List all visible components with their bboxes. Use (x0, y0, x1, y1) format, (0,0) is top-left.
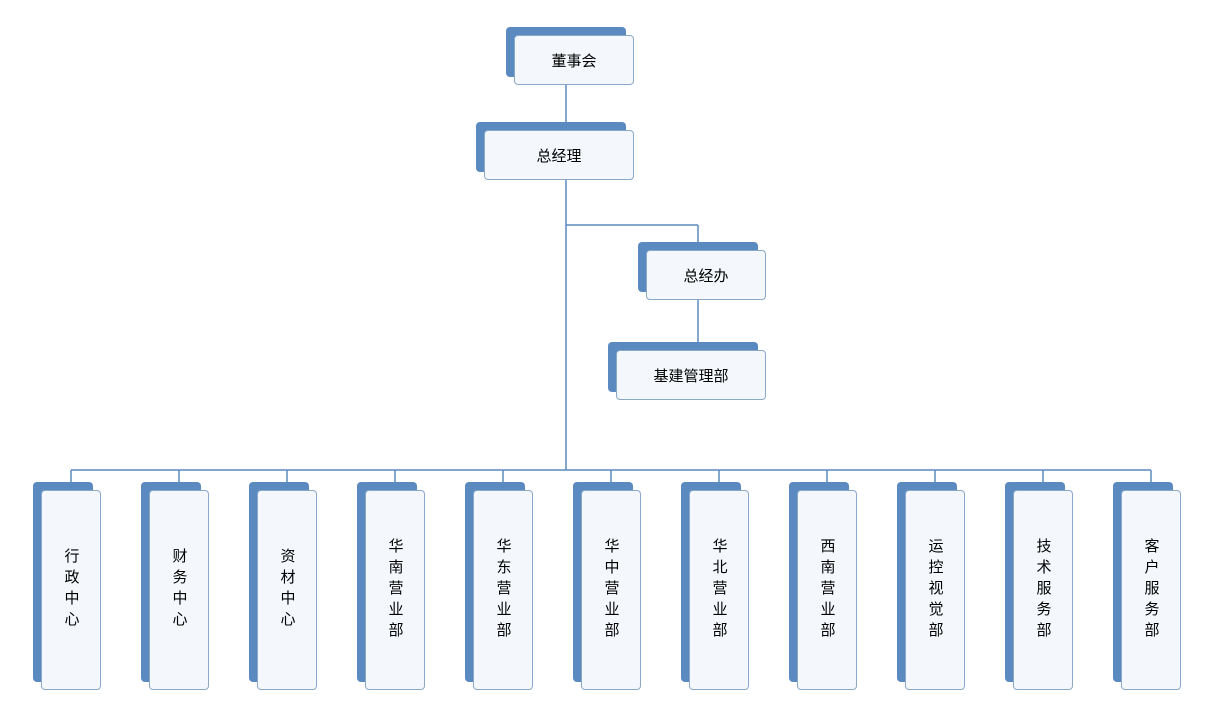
label-infra: 基建管理部 (653, 365, 728, 386)
label-southwest: 西南营业部 (817, 538, 838, 643)
node-board: 董事会 (506, 35, 634, 93)
node-infra: 基建管理部 (608, 350, 766, 408)
label-board: 董事会 (551, 50, 596, 71)
node-gmo: 总经办 (638, 250, 766, 308)
node-north-china: 华北营业部 (681, 482, 749, 690)
label-south-china: 华南营业部 (385, 538, 406, 643)
node-admin-center: 行政中心 (33, 482, 101, 690)
node-ops-vision: 运控视觉部 (897, 482, 965, 690)
label-tech-service: 技术服务部 (1033, 538, 1054, 643)
node-materials-center: 资材中心 (249, 482, 317, 690)
label-east-china: 华东营业部 (493, 538, 514, 643)
node-southwest: 西南营业部 (789, 482, 857, 690)
node-south-china: 华南营业部 (357, 482, 425, 690)
node-gm: 总经理 (476, 130, 634, 188)
node-central-china: 华中营业部 (573, 482, 641, 690)
label-north-china: 华北营业部 (709, 538, 730, 643)
node-finance-center: 财务中心 (141, 482, 209, 690)
label-gm: 总经理 (536, 145, 581, 166)
node-east-china: 华东营业部 (465, 482, 533, 690)
label-finance-center: 财务中心 (169, 548, 190, 632)
label-gmo: 总经办 (683, 265, 728, 286)
label-ops-vision: 运控视觉部 (925, 538, 946, 643)
label-central-china: 华中营业部 (601, 538, 622, 643)
node-customer-service: 客户服务部 (1113, 482, 1181, 690)
node-tech-service: 技术服务部 (1005, 482, 1073, 690)
label-admin-center: 行政中心 (61, 548, 82, 632)
label-customer-service: 客户服务部 (1141, 538, 1162, 643)
label-materials-center: 资材中心 (277, 548, 298, 632)
